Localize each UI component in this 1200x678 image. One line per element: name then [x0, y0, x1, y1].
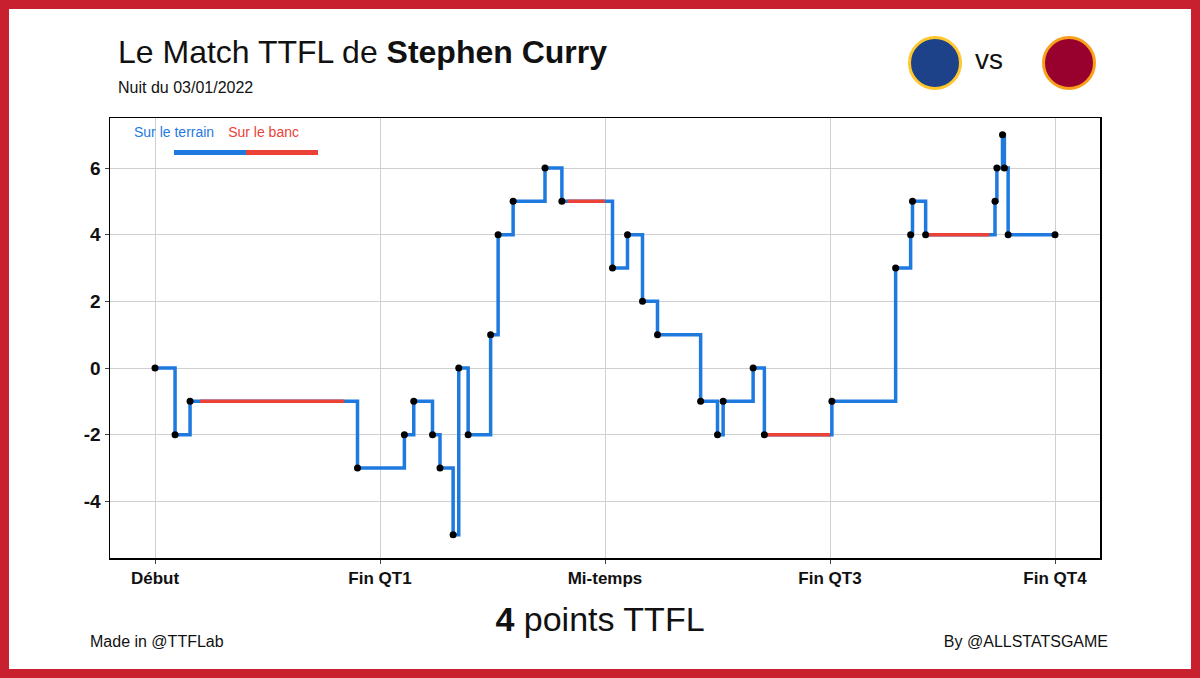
html-text:vs: vs [975, 44, 1003, 75]
svg-text:-2: -2 [84, 424, 101, 445]
html-text:Made in @TTFLab: Made in @TTFLab [90, 633, 224, 650]
html-text:By @ALLSTATSGAME: By @ALLSTATSGAME [943, 633, 1108, 650]
svg-text:6: 6 [90, 158, 101, 179]
svg-text:Fin QT3: Fin QT3 [798, 569, 861, 588]
html-text:Sur le terrain: Sur le terrain [134, 124, 215, 140]
svg-text:Fin QT4: Fin QT4 [1023, 569, 1087, 588]
svg-text:2: 2 [90, 291, 101, 312]
svg-text:4: 4 [90, 224, 101, 245]
html-text:Sur le banc: Sur le banc [228, 124, 299, 140]
html-text:Le Match TTFL de Stephen Curry: Le Match TTFL de Stephen Curry [118, 34, 607, 70]
svg-text:Fin QT1: Fin QT1 [348, 569, 411, 588]
html-text:Nuit du 03/01/2022: Nuit du 03/01/2022 [118, 79, 254, 96]
svg-text:Début: Début [131, 569, 180, 588]
html-text:4 points TTFL: 4 points TTFL [495, 600, 705, 638]
svg-text:0: 0 [90, 358, 101, 379]
svg-text:Mi-temps: Mi-temps [568, 569, 643, 588]
svg-text:-4: -4 [84, 491, 101, 512]
